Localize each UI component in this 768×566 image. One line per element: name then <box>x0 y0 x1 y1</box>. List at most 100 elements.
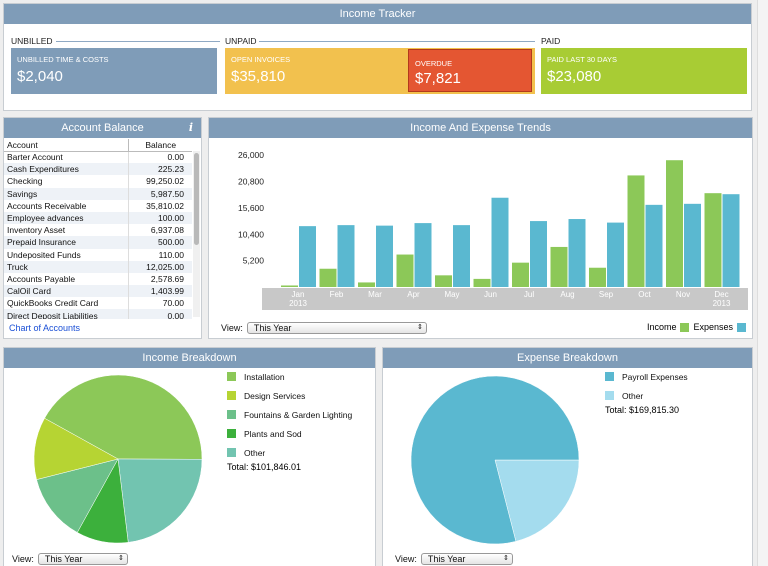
account-scrollbar-thumb[interactable] <box>194 153 199 245</box>
expense-bar <box>530 221 547 287</box>
legend-label: Payroll Expenses <box>622 371 688 382</box>
table-row[interactable]: Accounts Receivable 35,810.02 <box>4 199 192 212</box>
chart-of-accounts-link[interactable]: Chart of Accounts <box>9 323 81 333</box>
income-view-control: View: This Year ⇕ <box>12 553 128 565</box>
trends-title: Income And Expense Trends <box>209 118 752 138</box>
income-bar <box>589 267 606 287</box>
legend-item: Other <box>227 443 352 462</box>
expense-pie-chart <box>410 375 580 545</box>
unbilled-card-value: $2,040 <box>17 68 63 85</box>
open-invoices-label: OPEN INVOICES <box>231 55 291 64</box>
account-table-wrap[interactable]: Account Balance Barter Account 0.00 Cash E… <box>4 139 192 319</box>
trends-view-value: This Year <box>253 323 292 333</box>
unbilled-card[interactable]: UNBILLED TIME & COSTS $2,040 <box>11 48 217 94</box>
income-total: Total: $101,846.01 <box>227 462 302 472</box>
pie-slice[interactable] <box>117 458 203 543</box>
pie-slice[interactable] <box>33 417 119 480</box>
table-row[interactable]: Truck 12,025.00 <box>4 260 192 273</box>
paid-card[interactable]: PAID LAST 30 DAYS $23,080 <box>541 48 747 94</box>
pie-slice[interactable] <box>36 458 119 533</box>
income-view-select[interactable]: This Year ⇕ <box>37 553 128 565</box>
income-pie-chart <box>33 374 203 544</box>
table-row[interactable]: Direct Deposit Liabilities 0.00 <box>4 309 192 319</box>
table-row[interactable]: Undeposited Funds 110.00 <box>4 248 192 261</box>
account-name: Barter Account <box>7 152 63 163</box>
legend-label: Installation <box>244 371 285 382</box>
table-row[interactable]: CalOil Card 1,403.99 <box>4 285 192 298</box>
table-row[interactable]: Cash Expenditures 225.23 <box>4 163 192 176</box>
x-tick-year-label: 2013 <box>289 299 307 308</box>
income-bar <box>473 278 491 287</box>
table-row[interactable]: Barter Account 0.00 <box>4 151 192 164</box>
expense-bar <box>568 219 586 287</box>
expense-bar <box>299 226 316 287</box>
account-name: Checking <box>7 176 43 187</box>
x-tick-label: Nov <box>676 290 690 299</box>
table-row[interactable]: Inventory Asset 6,937.08 <box>4 224 192 237</box>
expense-bar <box>645 204 663 287</box>
account-balance: 1,403.99 <box>128 285 192 298</box>
income-bar <box>666 160 683 287</box>
expense-legend: Payroll Expenses Other <box>605 367 688 405</box>
income-bar <box>704 193 722 287</box>
legend-label: Other <box>622 390 644 401</box>
y-tick-label: 5,200 <box>243 256 265 266</box>
account-balance: 12,025.00 <box>128 260 192 273</box>
account-balance: 110.00 <box>128 248 192 261</box>
unpaid-section-label: UNPAID <box>225 36 257 46</box>
x-tick-label: Jan <box>292 290 305 299</box>
pie-slice[interactable] <box>410 375 580 545</box>
income-bar <box>550 246 568 287</box>
trends-view-select[interactable]: This Year ⇕ <box>246 322 427 334</box>
expense-bar <box>453 225 470 287</box>
account-name: Undeposited Funds <box>7 249 81 260</box>
account-scrollbar[interactable] <box>193 151 200 317</box>
x-tick-label: Jul <box>524 290 534 299</box>
account-balance: 0.00 <box>128 309 192 319</box>
legend-item: Other <box>605 386 688 405</box>
account-balance: 500.00 <box>128 236 192 249</box>
table-row[interactable]: Savings 5,987.50 <box>4 187 192 200</box>
expense-view-label: View: <box>395 554 417 564</box>
table-row[interactable]: QuickBooks Credit Card 70.00 <box>4 297 192 310</box>
income-bar <box>281 285 298 287</box>
account-name: Savings <box>4 187 129 200</box>
income-bar <box>627 175 645 287</box>
expense-view-select[interactable]: This Year ⇕ <box>420 553 513 565</box>
unbilled-divider <box>56 41 220 42</box>
y-tick-label: 15,600 <box>238 203 264 213</box>
expense-breakdown-panel: Expense Breakdown Payroll Expenses Other … <box>382 347 753 566</box>
col-header-balance[interactable]: Balance <box>128 139 192 152</box>
select-arrows-icon: ⇕ <box>117 555 124 562</box>
table-row[interactable]: Employee advances 100.00 <box>4 211 192 225</box>
legend-swatch <box>227 410 236 419</box>
legend-label: Fountains & Garden Lighting <box>244 409 353 420</box>
open-invoices-value: $35,810 <box>231 68 286 85</box>
income-bar <box>396 254 414 287</box>
account-name: Employee advances <box>4 211 129 225</box>
legend-label: Other <box>244 447 266 458</box>
legend-swatch <box>227 448 236 457</box>
expense-bar <box>491 197 509 287</box>
x-tick-label: Apr <box>407 290 420 299</box>
overdue-card[interactable]: OVERDUE $7,821 <box>408 49 532 92</box>
col-header-account[interactable]: Account <box>4 139 129 152</box>
legend-income-label: Income <box>646 322 677 332</box>
account-balance-title-text: Account Balance <box>61 122 144 134</box>
income-view-label: View: <box>12 554 34 564</box>
expense-breakdown-title: Expense Breakdown <box>383 348 752 368</box>
x-tick-year-label: 2013 <box>713 299 731 308</box>
pie-slice[interactable] <box>44 374 203 460</box>
account-balance: 2,578.69 <box>128 272 192 286</box>
info-icon[interactable]: i <box>188 121 193 134</box>
overdue-value: $7,821 <box>415 70 461 87</box>
pie-slice[interactable] <box>494 459 580 542</box>
account-balance: 100.00 <box>128 211 192 225</box>
window-scrollbar[interactable] <box>757 0 768 566</box>
legend-swatch <box>605 391 614 400</box>
table-row[interactable]: Checking 99,250.02 <box>4 175 192 188</box>
table-row[interactable]: Prepaid Insurance 500.00 <box>4 236 192 249</box>
legend-item: Design Services <box>227 386 352 405</box>
legend-swatch <box>605 372 614 381</box>
table-row[interactable]: Accounts Payable 2,578.69 <box>4 272 192 286</box>
